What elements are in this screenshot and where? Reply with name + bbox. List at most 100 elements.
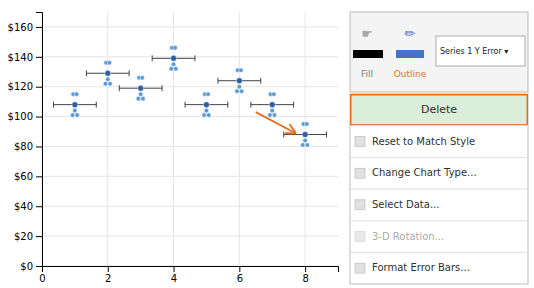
dropdown-box <box>436 36 525 66</box>
x-tick-label: 8 <box>302 273 308 284</box>
point <box>169 66 174 71</box>
grid-line-y <box>42 86 338 87</box>
chart-svg: 02468$0$20$40$60$80$100$120$140$160☛Fill… <box>0 0 534 288</box>
y-tick: $100 <box>8 111 42 122</box>
point <box>203 102 209 108</box>
y-tick: $40 <box>14 201 42 212</box>
x-tick: 2 <box>105 266 111 284</box>
point <box>206 92 211 97</box>
error-bar-cap <box>260 78 261 84</box>
grid-line-y <box>42 116 338 117</box>
error-bar-cap <box>86 70 87 76</box>
arrow <box>256 112 295 133</box>
point <box>138 92 143 97</box>
point <box>237 84 242 89</box>
y-tick-label: $140 <box>8 52 33 63</box>
menu-item-icon <box>355 137 365 147</box>
y-tick-label: $100 <box>8 111 33 122</box>
point <box>108 81 113 86</box>
toolbar-label: Fill <box>361 69 373 79</box>
point <box>305 143 310 148</box>
x-tick: 0 <box>39 266 45 284</box>
y-tick-mark <box>36 236 42 237</box>
point <box>136 96 141 101</box>
grid-line-x <box>107 12 108 266</box>
toolbar: ☛Fill✏OutlineSeries 1 Y Error ▾ <box>350 12 528 92</box>
error-bar-cap <box>250 102 251 108</box>
y-tick: $60 <box>14 171 42 182</box>
y-tick: $160 <box>8 22 42 33</box>
menu-item: Change Chart Type... <box>350 157 528 178</box>
menu-separator <box>350 125 528 126</box>
point <box>272 92 277 97</box>
menu-item-highlight <box>351 95 528 125</box>
context-menu-bg <box>350 94 528 284</box>
y-tick-mark <box>36 27 42 28</box>
menu-item: Delete <box>351 95 528 125</box>
error-bar-cap <box>119 85 120 91</box>
grid-line-y <box>42 56 338 57</box>
y-tick-label: $60 <box>14 171 33 182</box>
error-bar-cap <box>293 102 294 108</box>
y-tick: $80 <box>14 141 42 152</box>
error-bar <box>251 102 294 108</box>
toolbar-icon: ✏ <box>405 26 416 41</box>
x-tick-label: 0 <box>39 273 45 284</box>
y-tick: $140 <box>8 52 42 63</box>
point <box>140 75 145 80</box>
y-tick: $0 <box>20 261 42 272</box>
error-bar <box>86 70 129 76</box>
y-tick-mark <box>36 57 42 58</box>
y-tick: $120 <box>8 81 42 92</box>
point <box>304 122 309 127</box>
x-tick-mark <box>108 266 109 272</box>
point <box>105 70 111 76</box>
point <box>107 61 112 66</box>
grid-line-y <box>42 146 338 147</box>
point <box>269 102 275 108</box>
menu-separator <box>350 189 528 190</box>
point <box>141 96 146 101</box>
error-bar <box>218 78 261 84</box>
point <box>173 46 178 51</box>
menu-item: 3-D Rotation... <box>350 221 528 242</box>
menu-separator <box>350 220 528 221</box>
point <box>74 92 79 97</box>
x-tick-label: 4 <box>171 273 177 284</box>
y-tick-mark <box>36 117 42 118</box>
point <box>171 55 177 61</box>
series-points <box>70 46 309 148</box>
grid-line-y <box>42 236 338 237</box>
y-tick-label: $40 <box>14 201 33 212</box>
point <box>103 81 108 86</box>
point <box>171 62 176 67</box>
menu-separator <box>350 252 528 253</box>
menu-item-icon <box>355 168 365 178</box>
error-bar-cap <box>283 132 284 138</box>
y-tick-mark <box>36 176 42 177</box>
point <box>270 108 275 113</box>
y-tick-mark <box>36 266 42 267</box>
toolbar-bg <box>350 12 528 92</box>
menu-item-label: Select Data... <box>372 199 439 210</box>
error-bar <box>152 55 195 61</box>
point <box>138 85 144 91</box>
y-tick-label: $20 <box>14 231 33 242</box>
x-axis: 0 2 4 6 8 <box>39 266 338 284</box>
error-bar-cap <box>194 55 195 61</box>
y-axis-line <box>36 13 43 267</box>
menu-item-label: Delete <box>421 103 457 116</box>
error-bar <box>185 102 228 108</box>
point <box>239 68 244 73</box>
point <box>268 113 273 118</box>
menu-item-icon <box>355 232 365 242</box>
error-bar-cap <box>129 70 130 76</box>
grid-line-x <box>173 12 174 266</box>
menu-item: Format Error Bars... <box>350 252 528 273</box>
y-tick: $20 <box>14 231 42 242</box>
x-tick: 6 <box>237 266 243 284</box>
grid-line-x <box>239 12 240 266</box>
menu-item-icon <box>355 263 365 273</box>
error-bar <box>54 102 97 108</box>
point <box>303 138 308 143</box>
